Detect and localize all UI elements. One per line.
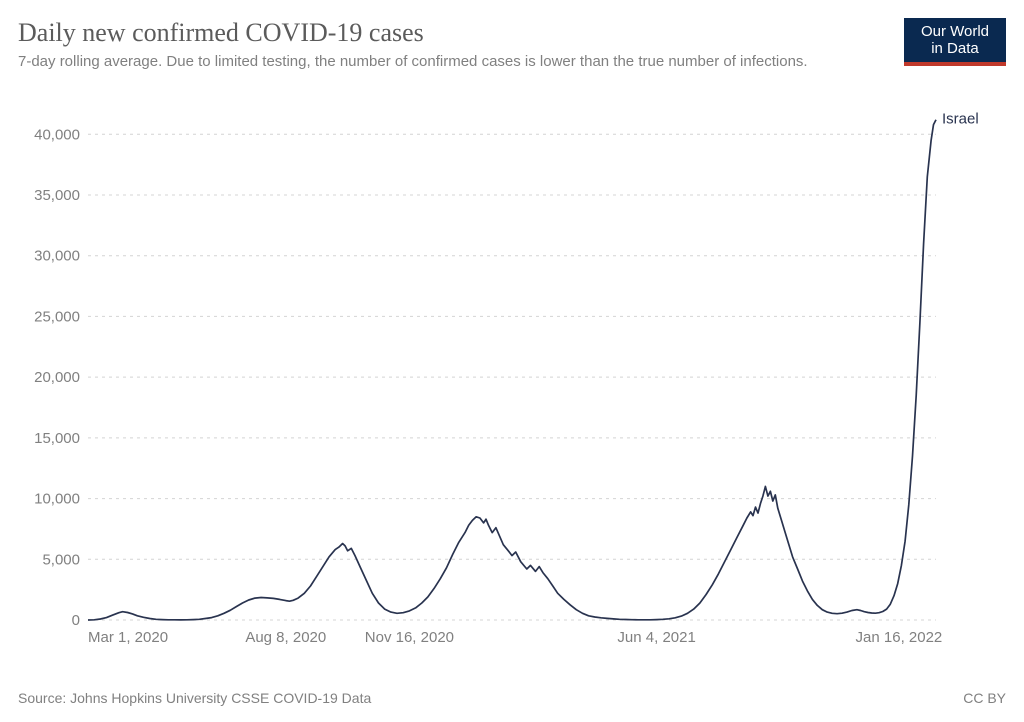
x-tick-label: Aug 8, 2020 xyxy=(245,629,326,646)
y-tick-label: 40,000 xyxy=(34,126,80,143)
y-tick-label: 0 xyxy=(72,612,80,629)
y-tick-label: 10,000 xyxy=(34,491,80,508)
y-tick-label: 35,000 xyxy=(34,187,80,204)
y-tick-label: 15,000 xyxy=(34,430,80,447)
y-tick-label: 20,000 xyxy=(34,369,80,386)
chart-footer: Source: Johns Hopkins University CSSE CO… xyxy=(18,690,1006,706)
y-tick-label: 30,000 xyxy=(34,248,80,265)
x-tick-label: Nov 16, 2020 xyxy=(365,629,454,646)
source-text: Source: Johns Hopkins University CSSE CO… xyxy=(18,690,371,706)
chart-svg: 0 5,000 10,000 15,000 20,000 25,000 30,000 35,0… xyxy=(18,100,1006,660)
logo-line2: in Data xyxy=(931,40,979,57)
chart-subtitle: 7-day rolling average. Due to limited te… xyxy=(18,52,884,72)
chart-title: Daily new confirmed COVID-19 cases xyxy=(18,18,884,48)
logo-line1: Our World xyxy=(921,23,989,40)
y-tick-label: 25,000 xyxy=(34,308,80,325)
chart-header: Daily new confirmed COVID-19 cases 7-day… xyxy=(18,18,884,72)
x-tick-label: Jun 4, 2021 xyxy=(617,629,695,646)
owid-logo: Our World in Data xyxy=(904,18,1006,66)
x-tick-label: Jan 16, 2022 xyxy=(856,629,943,646)
license-text: CC BY xyxy=(963,690,1006,706)
x-tick-label: Mar 1, 2020 xyxy=(88,629,168,646)
y-tick-label: 5,000 xyxy=(42,551,80,568)
series-label-israel: Israel xyxy=(942,111,979,128)
